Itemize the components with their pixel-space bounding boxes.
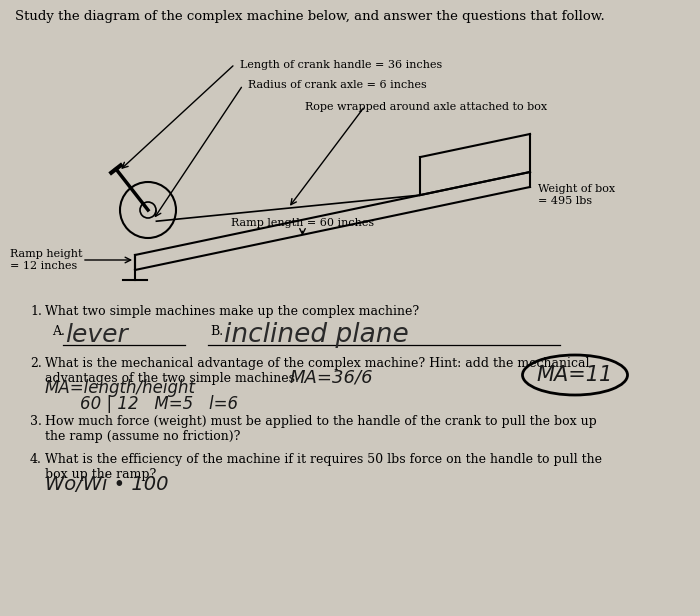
Text: 2.: 2.	[30, 357, 42, 370]
Text: inclined plane: inclined plane	[224, 322, 409, 348]
Text: 4.: 4.	[30, 453, 42, 466]
Text: Radius of crank axle = 6 inches: Radius of crank axle = 6 inches	[248, 80, 427, 90]
Text: B.: B.	[210, 325, 223, 338]
Text: How much force (weight) must be applied to the handle of the crank to pull the b: How much force (weight) must be applied …	[45, 415, 596, 443]
Text: Ramp height
= 12 inches: Ramp height = 12 inches	[10, 249, 83, 271]
Text: Rope wrapped around axle attached to box: Rope wrapped around axle attached to box	[305, 102, 547, 112]
Text: MA=11: MA=11	[537, 365, 613, 385]
Text: What is the efficiency of the machine if it requires 50 lbs force on the handle : What is the efficiency of the machine if…	[45, 453, 602, 481]
Text: What two simple machines make up the complex machine?: What two simple machines make up the com…	[45, 305, 419, 318]
Text: Ramp length = 60 inches: Ramp length = 60 inches	[231, 219, 374, 229]
Text: lever: lever	[65, 323, 127, 347]
Text: MA=length/height: MA=length/height	[45, 379, 196, 397]
Text: 1.: 1.	[30, 305, 42, 318]
Text: Study the diagram of the complex machine below, and answer the questions that fo: Study the diagram of the complex machine…	[15, 10, 605, 23]
Text: Wo/Wi • 100: Wo/Wi • 100	[45, 475, 169, 494]
Text: 3.: 3.	[30, 415, 42, 428]
Text: A.: A.	[52, 325, 65, 338]
Text: What is the mechanical advantage of the complex machine? Hint: add the mechanica: What is the mechanical advantage of the …	[45, 357, 589, 385]
Text: Length of crank handle = 36 inches: Length of crank handle = 36 inches	[240, 60, 442, 70]
Text: Weight of box
= 495 lbs: Weight of box = 495 lbs	[538, 184, 615, 206]
Text: MA=36/6: MA=36/6	[290, 369, 374, 387]
Text: 60 | 12   M=5   l=6: 60 | 12 M=5 l=6	[80, 395, 238, 413]
